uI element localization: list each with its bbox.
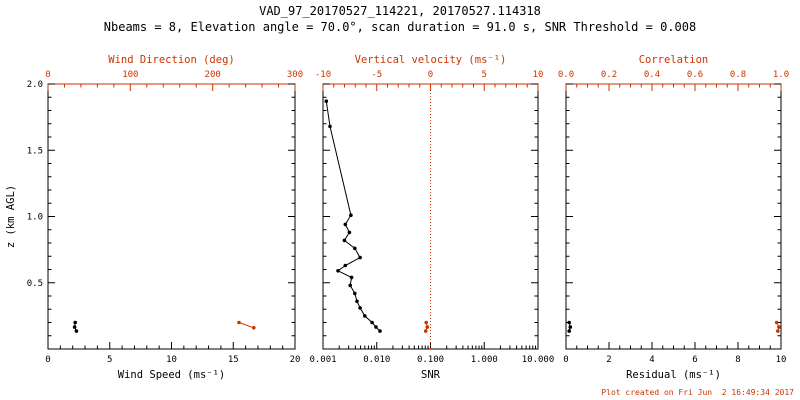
series-point-vertical_velocity xyxy=(423,329,428,333)
series-point-wind_speed xyxy=(74,329,79,333)
series-point-snr_profile xyxy=(353,246,357,251)
svg-text:0.0: 0.0 xyxy=(558,70,574,80)
svg-text:1.0: 1.0 xyxy=(27,213,43,223)
svg-text:1.0: 1.0 xyxy=(773,70,789,80)
series-point-correlation xyxy=(774,320,779,325)
svg-text:300: 300 xyxy=(287,70,303,80)
series-point-snr_profile xyxy=(363,314,367,318)
series-point-vertical_velocity xyxy=(425,325,430,329)
series-point-wind_direction xyxy=(237,320,241,325)
svg-text:0.100: 0.100 xyxy=(417,355,444,365)
svg-text:0.8: 0.8 xyxy=(730,70,746,80)
svg-text:2: 2 xyxy=(606,355,611,365)
svg-text:10: 10 xyxy=(533,70,544,80)
svg-text:4: 4 xyxy=(649,355,654,365)
series-point-residual xyxy=(567,320,571,325)
svg-text:20: 20 xyxy=(290,355,301,365)
svg-text:0: 0 xyxy=(45,355,50,365)
panel-residual: 0 2 4 6 8 10 0.0 0.2 0.4 0.6 0.8 1.0 Residual (ms⁻¹)… xyxy=(558,54,789,381)
plot-title: VAD_97_20170527_114221, 20170527.114318 xyxy=(259,4,541,18)
series-point-snr_profile xyxy=(378,329,382,333)
svg-text:1.000: 1.000 xyxy=(471,355,498,365)
svg-text:10.000: 10.000 xyxy=(522,355,555,365)
svg-text:5: 5 xyxy=(482,70,487,80)
svg-text:SNR: SNR xyxy=(421,369,441,381)
svg-text:Wind Direction (deg): Wind Direction (deg) xyxy=(108,54,234,66)
series-point-correlation xyxy=(777,325,781,329)
svg-text:0: 0 xyxy=(563,355,568,365)
series-point-snr_profile xyxy=(349,213,353,217)
series-line-wind_direction xyxy=(238,322,254,329)
svg-text:100: 100 xyxy=(122,70,138,80)
series-line-snr_profile xyxy=(325,101,381,332)
series-point-snr_profile xyxy=(353,291,357,296)
svg-text:Residual (ms⁻¹): Residual (ms⁻¹) xyxy=(626,369,721,381)
svg-text:1.5: 1.5 xyxy=(27,146,43,156)
series-point-snr_profile xyxy=(342,238,347,243)
series-point-snr_profile xyxy=(336,269,340,273)
series-point-snr_profile xyxy=(358,255,362,260)
svg-text:200: 200 xyxy=(205,70,221,80)
svg-text:10: 10 xyxy=(166,355,177,365)
series-point-wind_direction xyxy=(252,326,256,330)
series-point-wind_speed xyxy=(73,320,77,325)
series-point-vertical_velocity xyxy=(424,320,429,325)
series-point-snr_profile xyxy=(349,275,354,280)
svg-text:z (km AGL): z (km AGL) xyxy=(5,185,17,248)
series-point-snr_profile xyxy=(343,263,348,268)
series-point-snr_profile xyxy=(358,306,362,310)
svg-text:0.001: 0.001 xyxy=(309,355,336,365)
series-point-snr_profile xyxy=(324,99,329,103)
svg-text:0.6: 0.6 xyxy=(687,70,703,80)
svg-text:0.2: 0.2 xyxy=(601,70,617,80)
series-point-snr_profile xyxy=(328,124,332,129)
svg-text:10: 10 xyxy=(776,355,787,365)
creation-timestamp: Plot created on Fri Jun 2 16:49:34 2017 xyxy=(601,388,794,397)
series-point-snr_profile xyxy=(355,299,359,304)
svg-text:0.4: 0.4 xyxy=(644,70,660,80)
svg-text:2.0: 2.0 xyxy=(27,80,43,90)
svg-text:-10: -10 xyxy=(315,70,331,80)
series-point-residual xyxy=(568,325,573,329)
svg-text:5: 5 xyxy=(107,355,112,365)
series-point-residual xyxy=(567,329,571,333)
panel-snr: 0.001 0.010 0.100 1.000 10.000 -10 -5 0 5 10 SNR Ve… xyxy=(309,54,554,381)
series-point-snr_profile xyxy=(348,283,353,288)
svg-text:-5: -5 xyxy=(371,70,382,80)
series-point-snr_profile xyxy=(343,222,348,227)
svg-text:Correlation: Correlation xyxy=(639,54,709,66)
svg-text:8: 8 xyxy=(735,355,740,365)
svg-text:0.010: 0.010 xyxy=(363,355,390,365)
series-point-snr_profile xyxy=(347,230,352,235)
series-point-snr_profile xyxy=(370,320,374,325)
svg-text:0: 0 xyxy=(45,70,50,80)
series-point-correlation xyxy=(776,329,780,333)
svg-text:6: 6 xyxy=(692,355,697,365)
svg-text:0: 0 xyxy=(428,70,433,80)
series-point-snr_profile xyxy=(374,325,378,329)
series-point-wind_speed xyxy=(72,325,77,329)
plot-subtitle: Nbeams = 8, Elevation angle = 70.0°, sca… xyxy=(103,20,697,34)
svg-text:Vertical velocity (ms⁻¹): Vertical velocity (ms⁻¹) xyxy=(355,54,507,66)
svg-text:0.5: 0.5 xyxy=(27,279,43,289)
svg-text:Wind Speed (ms⁻¹): Wind Speed (ms⁻¹) xyxy=(118,369,225,381)
svg-text:15: 15 xyxy=(228,355,239,365)
